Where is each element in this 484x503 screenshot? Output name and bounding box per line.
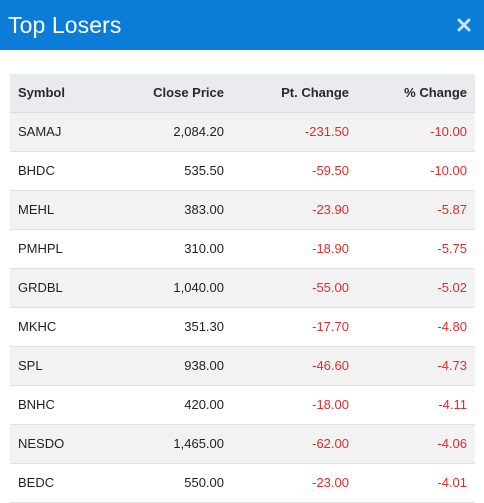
cell-pt-change: -23.90 xyxy=(312,202,349,217)
cell-symbol: BNHC xyxy=(18,397,55,412)
table-row[interactable]: PMHPL 310.00 -18.90 -5.75 xyxy=(10,229,475,268)
header-symbol[interactable]: Symbol xyxy=(10,74,114,113)
cell-symbol: BHDC xyxy=(18,163,55,178)
cell-close-price: 550.00 xyxy=(184,475,224,490)
cell-pt-change: -17.70 xyxy=(312,319,349,334)
cell-close-price: 383.00 xyxy=(184,202,224,217)
cell-pt-change: -59.50 xyxy=(312,163,349,178)
table-row[interactable]: NESDO 1,465.00 -62.00 -4.06 xyxy=(10,424,475,463)
table-row[interactable]: BHDC 535.50 -59.50 -10.00 xyxy=(10,151,475,190)
cell-pct-change: -10.00 xyxy=(430,124,467,139)
cell-symbol: SAMAJ xyxy=(18,124,62,139)
cell-pct-change: -4.80 xyxy=(437,319,467,334)
cell-close-price: 1,465.00 xyxy=(173,436,224,451)
close-button[interactable] xyxy=(452,15,476,39)
cell-symbol: GRDBL xyxy=(18,280,63,295)
close-icon xyxy=(457,18,471,37)
table-row[interactable]: MKHC 351.30 -17.70 -4.80 xyxy=(10,307,475,346)
modal-header: Top Losers xyxy=(0,0,484,50)
cell-pct-change: -4.06 xyxy=(437,436,467,451)
table-body: SAMAJ 2,084.20 -231.50 -10.00 BHDC 535.5… xyxy=(10,112,475,502)
cell-symbol: MKHC xyxy=(18,319,57,334)
cell-close-price: 2,084.20 xyxy=(173,124,224,139)
cell-close-price: 420.00 xyxy=(184,397,224,412)
cell-pct-change: -5.02 xyxy=(437,280,467,295)
table-row[interactable]: MEHL 383.00 -23.90 -5.87 xyxy=(10,190,475,229)
table-row[interactable]: BNHC 420.00 -18.00 -4.11 xyxy=(10,385,475,424)
cell-symbol: BEDC xyxy=(18,475,55,490)
header-pct-change[interactable]: % Change xyxy=(357,74,475,113)
cell-pt-change: -55.00 xyxy=(312,280,349,295)
cell-close-price: 938.00 xyxy=(184,358,224,373)
cell-pt-change: -46.60 xyxy=(312,358,349,373)
table-row[interactable]: SPL 938.00 -46.60 -4.73 xyxy=(10,346,475,385)
cell-close-price: 351.30 xyxy=(184,319,224,334)
cell-pt-change: -23.00 xyxy=(312,475,349,490)
cell-pct-change: -5.87 xyxy=(437,202,467,217)
cell-close-price: 1,040.00 xyxy=(173,280,224,295)
cell-symbol: PMHPL xyxy=(18,241,63,256)
cell-symbol: MEHL xyxy=(18,202,55,217)
header-close-price[interactable]: Close Price xyxy=(114,74,232,113)
cell-pct-change: -4.11 xyxy=(438,397,467,412)
modal-title: Top Losers xyxy=(8,11,122,38)
cell-symbol: NESDO xyxy=(18,436,65,451)
cell-close-price: 310.00 xyxy=(184,241,224,256)
cell-pct-change: -4.01 xyxy=(437,475,467,490)
header-pt-change[interactable]: Pt. Change xyxy=(232,74,357,113)
table-header: Symbol Close Price Pt. Change % Change xyxy=(10,74,475,113)
cell-pt-change: -18.00 xyxy=(312,397,349,412)
cell-pt-change: -18.90 xyxy=(312,241,349,256)
cell-symbol: SPL xyxy=(18,358,43,373)
cell-pt-change: -231.50 xyxy=(304,124,349,139)
modal-body: Symbol Close Price Pt. Change % Change S… xyxy=(0,50,484,503)
table-row[interactable]: BEDC 550.00 -23.00 -4.01 xyxy=(10,463,475,502)
table-row[interactable]: GRDBL 1,040.00 -55.00 -5.02 xyxy=(10,268,475,307)
cell-pct-change: -5.75 xyxy=(437,241,467,256)
cell-close-price: 535.50 xyxy=(184,163,224,178)
cell-pct-change: -4.73 xyxy=(437,358,467,373)
header-row: Symbol Close Price Pt. Change % Change xyxy=(10,74,475,113)
cell-pct-change: -10.00 xyxy=(430,163,467,178)
cell-pt-change: -62.00 xyxy=(312,436,349,451)
top-losers-table: Symbol Close Price Pt. Change % Change S… xyxy=(10,74,475,503)
table-row[interactable]: SAMAJ 2,084.20 -231.50 -10.00 xyxy=(10,112,475,151)
